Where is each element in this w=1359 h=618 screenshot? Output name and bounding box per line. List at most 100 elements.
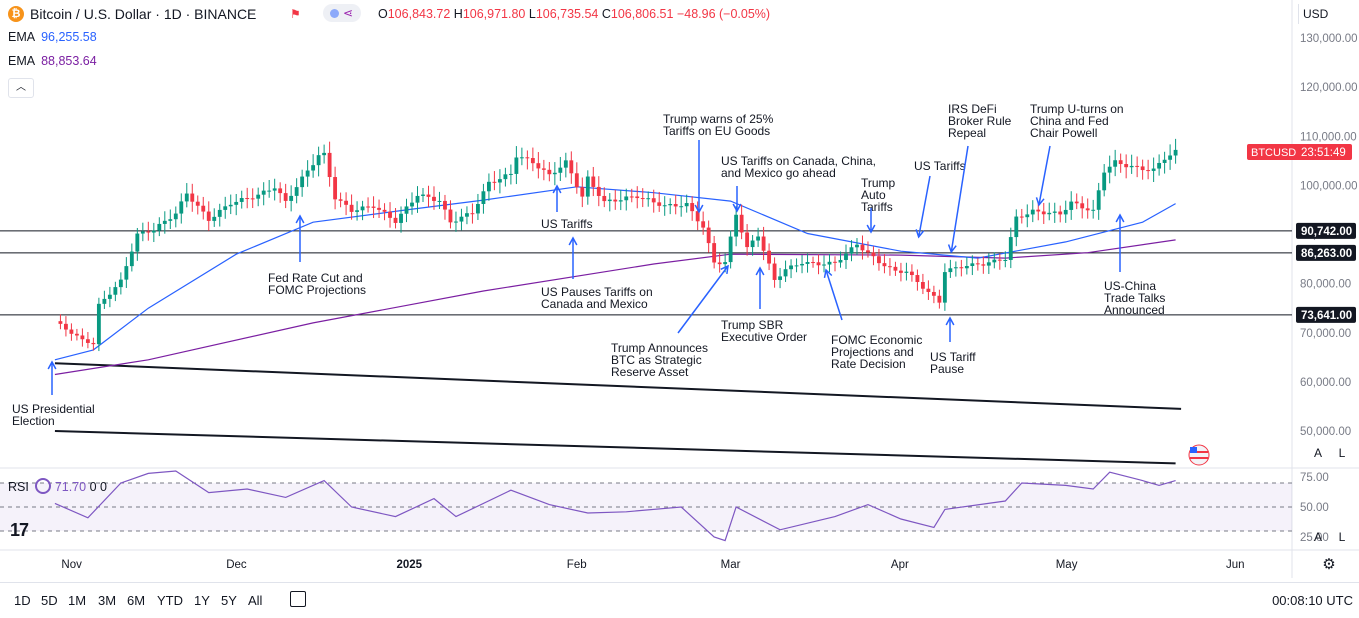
- flag-icon[interactable]: ⚑: [290, 7, 301, 21]
- candle-body: [613, 199, 618, 202]
- candle-body: [1003, 259, 1008, 261]
- annotation-arrowhead: [732, 203, 742, 213]
- candle-body: [734, 214, 739, 237]
- level-label-box: [1296, 222, 1356, 239]
- candle-body: [1096, 190, 1101, 210]
- candle-body: [190, 193, 195, 202]
- annotation-arrow: [917, 175, 931, 238]
- candle-body: [1124, 164, 1129, 168]
- annotation-text: Fed Rate Cut and: [268, 271, 363, 285]
- candle-body: [833, 261, 837, 263]
- candle-body: [1140, 166, 1145, 171]
- candle-body: [1168, 155, 1173, 160]
- candle-body: [541, 168, 546, 170]
- range-3m[interactable]: 3M: [98, 593, 117, 608]
- candle-body: [399, 213, 403, 223]
- bitcoin-logo-icon: ₿: [8, 6, 24, 22]
- candle-body: [931, 291, 936, 296]
- candle-body: [525, 157, 530, 159]
- candle-body: [975, 263, 980, 265]
- calendar-icon[interactable]: [290, 591, 306, 607]
- annotation-text: Canada and Mexico: [541, 297, 648, 311]
- price-tick-label: 70,000.00: [1300, 328, 1351, 340]
- candle-body: [1008, 237, 1013, 260]
- candle-body: [937, 295, 942, 303]
- candle-body: [503, 174, 508, 180]
- candle-body: [377, 207, 381, 210]
- utc-clock[interactable]: 00:08:10 UTC: [1272, 593, 1353, 608]
- candle-body: [349, 204, 354, 212]
- time-tick-label: 2025: [397, 559, 423, 571]
- candle-body: [574, 173, 579, 188]
- candle-body: [344, 200, 349, 205]
- candle-body: [201, 205, 206, 212]
- annotation-arrowhead: [947, 244, 957, 254]
- rsi-auto-scale-button[interactable]: A: [1313, 530, 1322, 544]
- ema-slow-legend[interactable]: EMA 88,853.64: [8, 54, 97, 68]
- candle-body: [294, 187, 299, 196]
- candle-body: [476, 203, 480, 214]
- annotation-text: Repeal: [948, 126, 986, 140]
- price-tick-label: 100,000.00: [1300, 180, 1358, 192]
- level-label: 90,742.00: [1301, 226, 1352, 238]
- indicator-toggle[interactable]: ⋖: [323, 4, 361, 22]
- ema-fast-legend[interactable]: EMA 96,255.58: [8, 30, 97, 44]
- annotation-text: Announced: [1104, 303, 1165, 317]
- candle-body: [173, 213, 178, 220]
- candle-body: [1074, 201, 1079, 204]
- candle-body: [629, 196, 634, 198]
- candle-body: [63, 323, 68, 330]
- candle-body: [651, 198, 656, 203]
- range-1y[interactable]: 1Y: [194, 593, 210, 608]
- candle-body: [283, 193, 288, 201]
- candle-body: [179, 201, 184, 214]
- level-label-box: [1296, 306, 1356, 323]
- candle-body: [404, 206, 409, 214]
- candle-body: [388, 211, 392, 218]
- annotation-text: US-China: [1104, 279, 1156, 293]
- candle-body: [618, 200, 623, 202]
- range-1m[interactable]: 1M: [68, 593, 87, 608]
- rsi-log-scale-button[interactable]: L: [1338, 530, 1346, 544]
- candle-body: [585, 176, 590, 197]
- range-1d[interactable]: 1D: [14, 593, 31, 608]
- rsi-tick-label: 75.00: [1300, 472, 1329, 484]
- share-icon: ⋖: [343, 6, 354, 20]
- currency-selector[interactable]: USD: [1298, 4, 1359, 24]
- annotation-text: US Pauses Tariffs on: [541, 285, 653, 299]
- candle-body: [981, 264, 986, 266]
- annotation-arrowhead: [823, 268, 833, 278]
- candle-body: [904, 271, 909, 273]
- price-tick-label: 120,000.00: [1300, 82, 1358, 94]
- annotation-text: Rate Decision: [831, 357, 906, 371]
- candle-body: [756, 236, 761, 241]
- auto-scale-button[interactable]: A: [1313, 446, 1322, 460]
- range-5y[interactable]: 5Y: [221, 593, 237, 608]
- price-tick-label: 50,000.00: [1300, 426, 1351, 438]
- annotation-text: Trade Talks: [1104, 291, 1165, 305]
- price-chart[interactable]: 130,000.00 120,000.00 110,000.00 100,000.00…: [0, 0, 1359, 582]
- rsi-legend[interactable]: RSI 71.70 0 0: [8, 478, 107, 494]
- ohlc-readout: O106,843.72 H106,971.80 L106,735.54 C106…: [378, 7, 771, 21]
- collapse-legend-button[interactable]: ︿: [8, 78, 34, 98]
- candle-body: [168, 219, 173, 221]
- candle-body: [426, 194, 431, 197]
- annotation-text: Projections and: [831, 345, 914, 359]
- candle-body: [695, 211, 700, 222]
- range-6m[interactable]: 6M: [127, 593, 146, 608]
- range-ytd[interactable]: YTD: [157, 593, 183, 608]
- candle-body: [327, 152, 332, 178]
- candle-body: [360, 206, 365, 211]
- candle-body: [1157, 162, 1162, 169]
- candle-body: [909, 271, 914, 276]
- candle-body: [443, 200, 447, 210]
- range-5d[interactable]: 5D: [41, 593, 58, 608]
- candle-body: [492, 181, 497, 183]
- log-scale-button[interactable]: L: [1338, 446, 1346, 460]
- symbol-title[interactable]: Bitcoin / U.S. Dollar · 1D · BINANCE: [30, 6, 257, 22]
- settings-gear-icon[interactable]: ⚙: [1322, 556, 1336, 573]
- range-all[interactable]: All: [248, 593, 263, 608]
- candle-body: [448, 209, 453, 223]
- candle-body: [871, 252, 876, 257]
- candle-body: [80, 335, 85, 340]
